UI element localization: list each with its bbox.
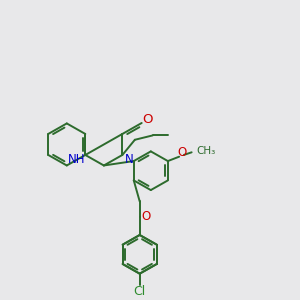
Text: O: O — [177, 146, 186, 159]
Text: O: O — [142, 209, 151, 223]
Text: CH₃: CH₃ — [196, 146, 216, 156]
Text: Cl: Cl — [134, 285, 146, 298]
Text: N: N — [125, 153, 134, 166]
Text: O: O — [142, 113, 153, 126]
Text: NH: NH — [68, 153, 86, 166]
